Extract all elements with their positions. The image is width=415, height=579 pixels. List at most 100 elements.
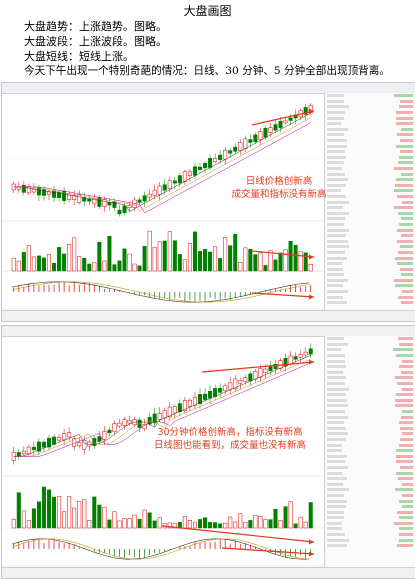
quote-row	[325, 188, 415, 194]
quote-row-label	[327, 133, 344, 137]
volume-bar	[21, 510, 26, 529]
quote-row-label	[327, 278, 348, 282]
quote-row-label	[327, 183, 346, 187]
volume-bar	[16, 260, 21, 272]
quote-row	[325, 99, 415, 105]
quote-row-value	[401, 200, 413, 204]
candle-body	[177, 403, 182, 413]
quote-row-label	[327, 432, 348, 436]
quote-row	[325, 244, 415, 250]
volume-bar	[303, 252, 308, 272]
moving-average-line	[13, 122, 311, 214]
quote-row-value	[400, 273, 413, 277]
quote-row-label	[327, 538, 349, 542]
volume-bar	[152, 246, 157, 272]
candle-body	[142, 195, 147, 202]
quote-row-label	[327, 284, 343, 288]
quote-row	[325, 392, 415, 398]
quote-row-value	[396, 178, 413, 182]
candle-body	[26, 186, 31, 194]
quote-row-label	[327, 521, 343, 525]
quote-row-value	[395, 460, 413, 464]
candle-body	[167, 180, 172, 189]
quote-row	[325, 509, 415, 515]
candle-body	[192, 396, 197, 406]
text-line-trend: 大盘趋势：上涨趋势。图略。	[24, 20, 167, 33]
candle-body	[303, 107, 308, 115]
quote-row-label	[327, 94, 344, 98]
annotation-30min-line2: 日线图也能看到，成交量也没有新高	[153, 440, 306, 451]
quote-row-value	[393, 167, 413, 171]
quote-row	[325, 442, 415, 448]
quote-row-value	[395, 354, 413, 358]
quote-row-value	[397, 250, 413, 254]
candle-body	[62, 433, 67, 441]
quote-row	[325, 250, 415, 256]
volume-bar	[283, 249, 288, 272]
quote-row-value	[396, 262, 413, 266]
volume-bar	[218, 523, 223, 529]
volume-bar	[233, 521, 238, 529]
quote-row	[325, 149, 415, 155]
quote-row	[325, 476, 415, 482]
quote-row-value	[393, 206, 413, 210]
quote-row-value	[399, 538, 413, 542]
volume-bar	[238, 513, 243, 529]
quote-row-value	[400, 99, 413, 103]
quote-row-label	[327, 382, 345, 386]
quote-row-value	[394, 404, 413, 408]
quote-row	[325, 155, 415, 161]
quote-row	[325, 375, 415, 381]
quote-row-label	[327, 516, 345, 520]
candle-body	[67, 432, 72, 438]
volume-bar	[288, 501, 293, 529]
candle-body	[187, 171, 192, 176]
volume-bar	[132, 514, 137, 529]
quote-row-label	[327, 206, 343, 210]
candle-body	[112, 423, 117, 433]
candle-body	[16, 452, 21, 457]
quote-row-value	[396, 454, 413, 458]
quote-row-value	[396, 228, 413, 232]
volume-bar	[21, 251, 26, 272]
volume-bar	[308, 502, 313, 529]
quote-row-label	[327, 122, 342, 126]
quote-row-value	[398, 533, 413, 537]
volume-bar	[213, 522, 218, 529]
volume-bar	[248, 249, 253, 272]
candle-body	[107, 429, 112, 433]
daily-chart-svg	[2, 103, 324, 310]
candle-body	[57, 437, 62, 441]
volume-bar	[26, 245, 31, 272]
quote-row-value	[402, 493, 413, 497]
volume-bar	[298, 516, 303, 529]
quote-row-label	[327, 437, 346, 441]
candle-body	[36, 187, 41, 196]
candle-body	[283, 120, 288, 124]
volume-bar	[92, 496, 97, 529]
quote-row	[325, 160, 415, 166]
volume-bar	[11, 257, 16, 272]
quote-row-value	[396, 510, 413, 514]
quote-row-label	[327, 499, 347, 503]
quote-row	[325, 487, 415, 493]
volume-bar	[152, 520, 157, 529]
volume-bar	[172, 523, 177, 529]
macd-signal-line	[11, 281, 310, 303]
quote-row	[325, 110, 415, 116]
quote-row	[325, 481, 415, 487]
quote-row-label	[327, 410, 345, 414]
candle-body	[288, 355, 293, 365]
candle-body	[92, 438, 97, 446]
volume-bar	[127, 518, 132, 529]
quote-row-value	[400, 127, 413, 131]
candle-body	[172, 180, 177, 184]
annotation-daily: 日线价格创新高 成交量和指标没有新高	[214, 175, 344, 201]
quote-row-value	[402, 432, 413, 436]
volume-bar	[218, 258, 223, 272]
candle-body	[162, 409, 167, 419]
quote-row-label	[327, 337, 345, 341]
candle-body	[102, 431, 107, 440]
quote-row	[325, 459, 415, 465]
volume-bar	[208, 522, 213, 529]
